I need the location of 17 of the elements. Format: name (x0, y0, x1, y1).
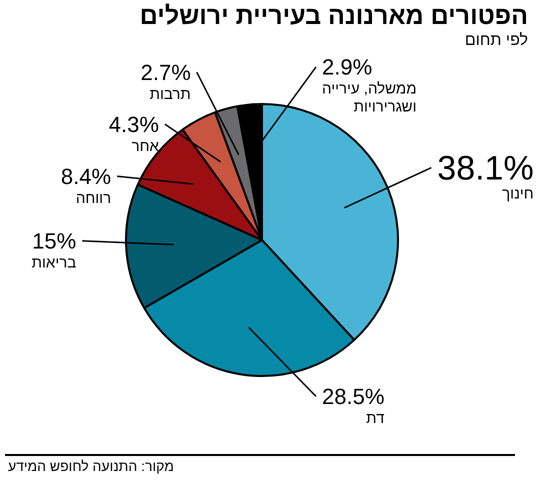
chart-subtitle: לפי תחום (464, 32, 528, 50)
data-label: 2.7% (140, 60, 191, 85)
slice-label: רווחה (76, 190, 112, 207)
data-label: 8.4% (60, 164, 112, 189)
slice-label: בריאות (32, 254, 76, 272)
data-label: 38.1% (437, 150, 534, 188)
slice-label: ממשלה, עירייה ושגרירויות (322, 80, 417, 116)
text: מקור: התנועה לחופש המידע (8, 458, 174, 474)
data-label: 15% (32, 228, 76, 254)
slice-label: דת (366, 410, 384, 428)
slice-label: חינוך (502, 186, 534, 203)
slice-label: תרבות (150, 86, 191, 103)
slice-label: אחר (132, 138, 160, 155)
chart-title: הפטורים מארנונה בעיריית ירושלים (140, 2, 528, 31)
data-label: 4.3% (108, 112, 159, 137)
data-label: 28.5% (322, 384, 384, 410)
data-label: 2.9% (322, 54, 372, 80)
